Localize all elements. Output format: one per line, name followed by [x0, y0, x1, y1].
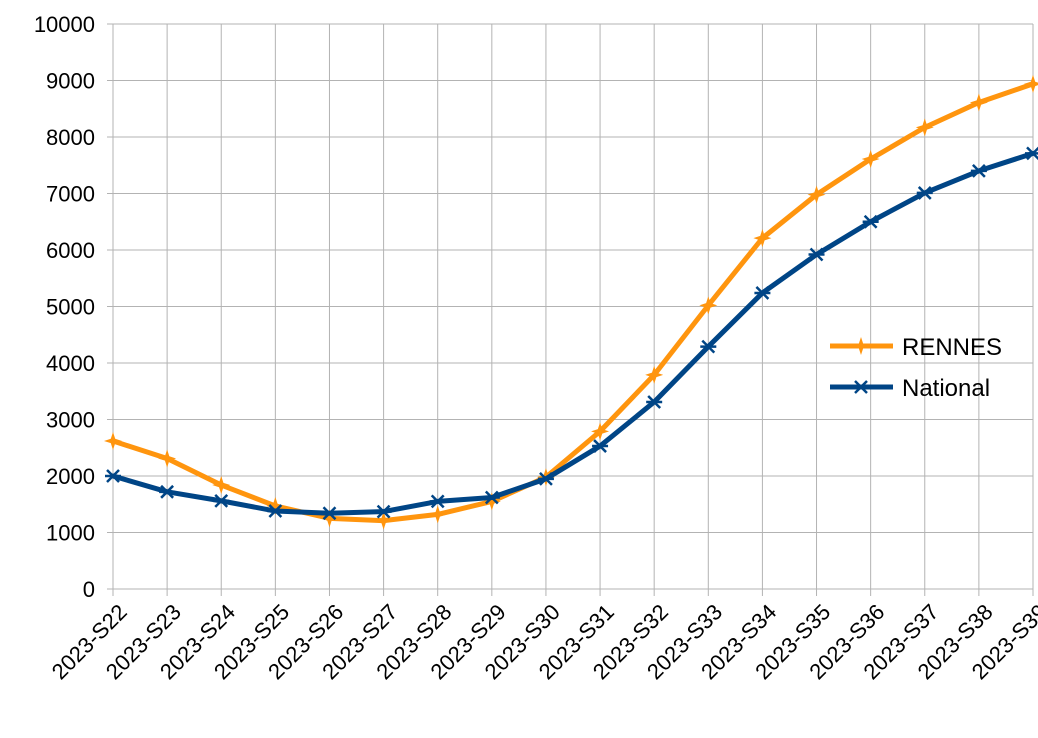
data-point-rennes: [158, 449, 177, 468]
y-tick-label: 7000: [46, 182, 95, 207]
data-point-rennes: [212, 476, 231, 495]
y-tick-label: 0: [83, 577, 95, 602]
data-point-national: [808, 247, 825, 262]
y-tick-label: 5000: [46, 295, 95, 320]
y-tick-label: 3000: [46, 408, 95, 433]
legend-label-rennes: RENNES: [902, 334, 1002, 361]
series-line-national: [110, 150, 1036, 516]
data-point-rennes: [266, 496, 285, 515]
x-axis-tick-labels: 2023-S222023-S232023-S242023-S252023-S26…: [47, 599, 1038, 684]
data-point-rennes: [807, 185, 826, 204]
data-point-national: [429, 494, 446, 509]
y-axis-tick-labels: 0 1000 2000 3000 4000 5000 6000 7000 8000 9000 100…: [34, 12, 95, 602]
data-point-national: [592, 439, 609, 453]
data-point-rennes: [428, 505, 447, 524]
data-point-rennes: [915, 118, 934, 137]
legend: RENNES National: [830, 334, 1002, 402]
data-point-national: [159, 484, 176, 499]
legend-item-rennes: RENNES: [830, 334, 1002, 361]
data-point-rennes: [320, 509, 339, 528]
y-tick-label: 9000: [46, 69, 95, 94]
data-point-national: [700, 339, 717, 354]
data-point-rennes: [482, 492, 501, 511]
data-point-national: [754, 286, 771, 300]
y-tick-label: 8000: [46, 125, 95, 150]
data-point-national: [213, 493, 230, 508]
legend-marker-rennes: [852, 337, 870, 355]
data-point-rennes: [374, 511, 393, 530]
data-point-rennes: [591, 422, 610, 441]
data-point-rennes: [104, 431, 122, 450]
data-point-national: [537, 471, 554, 486]
data-point-national: [1025, 146, 1038, 161]
data-point-national: [105, 469, 121, 483]
data-point-national: [862, 214, 879, 229]
y-tick-label: 1000: [46, 521, 95, 546]
legend-label-national: National: [902, 375, 990, 402]
series-rennes: [104, 74, 1038, 530]
series-lines: [104, 74, 1038, 530]
series-line-rennes: [110, 81, 1036, 524]
data-point-rennes: [753, 229, 772, 248]
y-tick-label: 2000: [46, 464, 95, 489]
legend-marker-national: [853, 380, 869, 394]
axes: [107, 23, 1034, 596]
data-point-national: [375, 504, 392, 519]
data-point-rennes: [699, 296, 718, 315]
data-point-national: [646, 395, 663, 409]
series-national: [105, 146, 1038, 521]
legend-item-national: National: [830, 375, 990, 402]
data-point-national: [267, 504, 284, 518]
data-point-national: [916, 186, 933, 200]
y-tick-label: 6000: [46, 238, 95, 263]
data-point-rennes: [1024, 74, 1038, 93]
data-point-rennes: [645, 365, 664, 384]
data-point-rennes: [969, 93, 988, 112]
y-tick-label: 10000: [34, 12, 95, 37]
data-point-national: [483, 490, 500, 505]
y-tick-label: 4000: [46, 351, 95, 376]
data-point-national: [321, 506, 338, 521]
data-point-rennes: [861, 150, 880, 169]
data-point-national: [970, 164, 987, 178]
